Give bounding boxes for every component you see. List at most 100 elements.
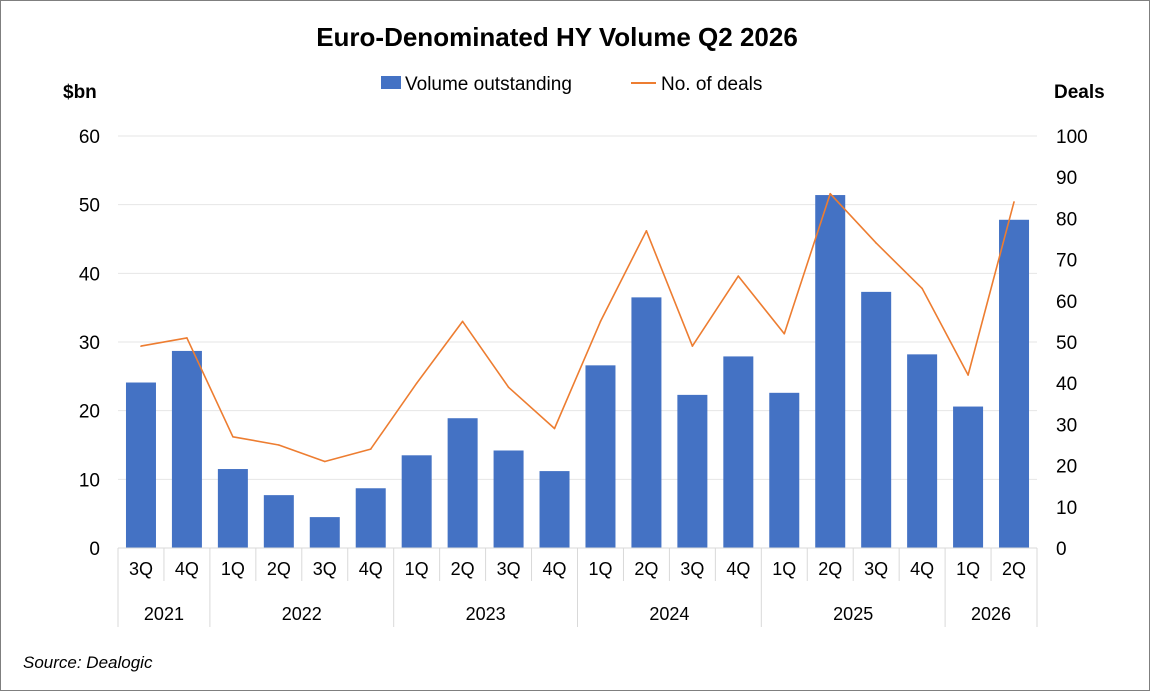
quarter-label: 2Q: [1002, 559, 1026, 579]
deals-point: [691, 345, 694, 347]
deals-point: [140, 345, 142, 347]
year-label: 2021: [144, 604, 184, 624]
deals-point: [783, 332, 786, 335]
quarter-label: 2Q: [267, 559, 291, 579]
quarter-label: 1Q: [405, 559, 429, 579]
bar-1q-2: [217, 469, 248, 548]
y-left-tick-label: 60: [79, 127, 100, 148]
quarter-label: 4Q: [359, 559, 383, 579]
legend-label-volume: Volume outstanding: [405, 74, 572, 95]
bar-4q-17: [907, 354, 938, 548]
gridlines: [118, 135, 1037, 480]
legend-label-deals: No. of deals: [661, 74, 762, 95]
legend-swatch-volume: [381, 76, 401, 89]
bar-3q-0: [125, 382, 156, 548]
bar-1q-6: [401, 455, 432, 548]
quarter-label: 2Q: [451, 559, 475, 579]
quarter-label: 4Q: [910, 559, 934, 579]
y-right-tick-label: 50: [1056, 333, 1077, 354]
y-right-tick-label: 10: [1056, 498, 1077, 519]
deals-point: [415, 382, 418, 385]
bar-4q-13: [723, 356, 754, 548]
year-label: 2022: [282, 604, 322, 624]
quarter-label: 3Q: [129, 559, 153, 579]
deals-point: [921, 287, 923, 290]
year-label: 2025: [833, 604, 873, 624]
line-series-deals: [140, 192, 1015, 463]
deals-point: [875, 242, 877, 244]
year-label: 2023: [466, 604, 506, 624]
bar-2q-7: [447, 418, 478, 548]
deals-point: [278, 444, 280, 446]
y-right-tick-label: 60: [1056, 292, 1077, 313]
y-left-tick-label: 30: [79, 333, 100, 354]
bar-3q-8: [493, 450, 524, 548]
bar-3q-16: [861, 291, 892, 548]
deals-line: [140, 192, 1015, 463]
year-label: 2024: [649, 604, 689, 624]
deals-point: [461, 320, 464, 323]
y-right-tick-label: 30: [1056, 415, 1077, 436]
y-right-tick-label: 80: [1056, 209, 1077, 230]
quarter-label: 1Q: [588, 559, 612, 579]
deals-point: [967, 374, 969, 376]
quarter-label: 3Q: [497, 559, 521, 579]
bar-4q-5: [355, 488, 386, 548]
year-label: 2026: [971, 604, 1011, 624]
y-right-tick-label: 100: [1056, 127, 1088, 148]
y-left-axis-title: $bn: [63, 82, 97, 103]
quarter-label: 1Q: [956, 559, 980, 579]
bar-2q-19: [999, 219, 1030, 549]
category-axis: 2021 2022 2023 2024 2025 2026 3Q 4Q 1Q 2Q 3Q 4Q 1Q 2Q…: [117, 547, 1038, 627]
quarter-label: 4Q: [175, 559, 199, 579]
quarter-label: 1Q: [772, 559, 796, 579]
quarter-label: 3Q: [680, 559, 704, 579]
deals-point: [232, 435, 234, 438]
deals-point: [553, 427, 556, 430]
bar-1q-14: [769, 392, 800, 548]
bar-2q-15: [815, 195, 846, 548]
y-right-tick-label: 70: [1056, 251, 1077, 272]
bar-3q-12: [677, 394, 708, 548]
y-left-tick-label: 20: [79, 402, 100, 423]
deals-point: [369, 448, 372, 450]
y-left-tick-label: 10: [79, 470, 100, 491]
source-note: Source: Dealogic: [23, 653, 153, 672]
y-right-tick-labels: 0 10 20 30 40 50 60 70 80 90 100: [1056, 127, 1088, 560]
y-right-axis-title: Deals: [1054, 82, 1105, 103]
quarter-label: 4Q: [543, 559, 567, 579]
y-right-tick-label: 40: [1056, 374, 1077, 395]
quarter-label: 2Q: [634, 559, 658, 579]
bar-2q-11: [631, 297, 662, 548]
quarter-label: 1Q: [221, 559, 245, 579]
deals-point: [186, 337, 188, 339]
quarter-label: 4Q: [726, 559, 750, 579]
quarter-label: 3Q: [864, 559, 888, 579]
deals-point: [599, 320, 602, 323]
deals-point: [1013, 201, 1015, 203]
bar-4q-9: [539, 471, 570, 548]
deals-point: [645, 229, 648, 232]
quarter-label: 2Q: [818, 559, 842, 579]
bar-2q-3: [263, 495, 294, 548]
deals-point: [829, 192, 832, 195]
y-right-tick-label: 0: [1056, 539, 1067, 560]
quarter-label: 3Q: [313, 559, 337, 579]
deals-point: [507, 386, 510, 389]
bar-series-volume: [125, 195, 1030, 549]
deals-point: [737, 275, 740, 277]
bar-3q-4: [309, 517, 340, 548]
y-left-tick-label: 50: [79, 196, 100, 217]
y-right-tick-label: 20: [1056, 457, 1077, 478]
y-right-tick-label: 90: [1056, 168, 1077, 189]
y-left-tick-label: 40: [79, 264, 100, 285]
bar-1q-10: [585, 365, 616, 548]
chart-title: Euro-Denominated HY Volume Q2 2026: [316, 22, 798, 52]
bar-1q-18: [953, 406, 984, 548]
y-left-tick-label: 0: [89, 539, 100, 560]
bar-4q-1: [171, 350, 202, 548]
y-left-tick-labels: 0 10 20 30 40 50 60: [79, 127, 100, 560]
deals-point: [323, 460, 326, 463]
